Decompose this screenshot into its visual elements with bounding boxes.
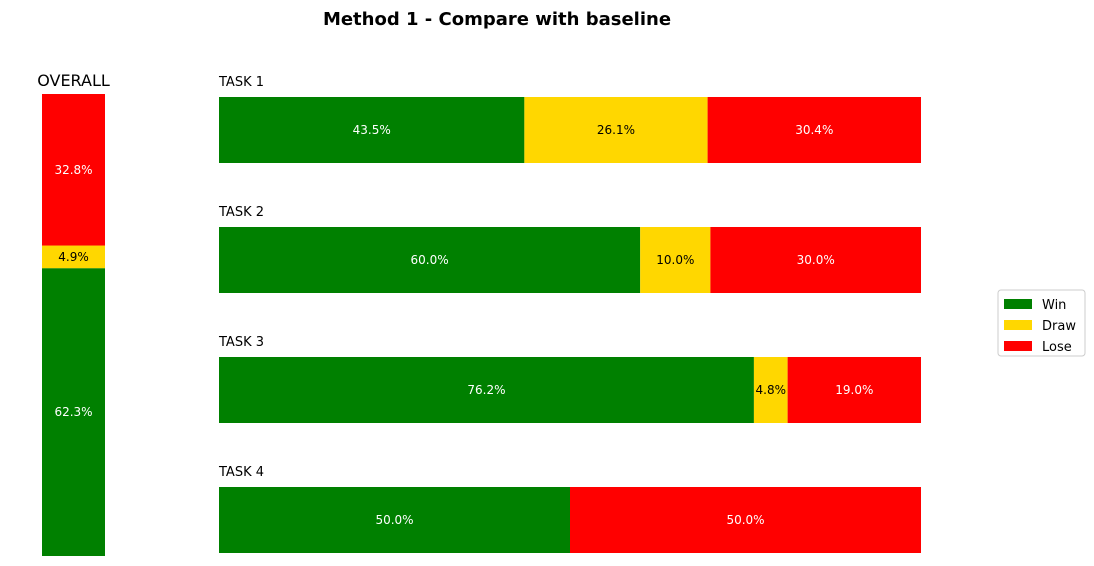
task-2-label-lose: 30.0% bbox=[797, 253, 835, 267]
legend-label-win: Win bbox=[1042, 298, 1066, 313]
task-3-bar-win bbox=[219, 357, 754, 423]
overall-bar-lose bbox=[42, 94, 105, 246]
overall-title: OVERALL bbox=[37, 71, 110, 90]
task-1-bar-draw bbox=[524, 97, 708, 163]
chart-title: Method 1 - Compare with baseline bbox=[323, 9, 671, 30]
task-2-bar-win bbox=[219, 227, 641, 293]
task-4-label-win: 50.0% bbox=[375, 513, 413, 527]
overall-label-draw: 4.9% bbox=[58, 250, 89, 264]
task-title-2: TASK 2 bbox=[218, 205, 264, 220]
task-3-label-win: 76.2% bbox=[467, 383, 505, 397]
tasks-panel: TASK 1 43.5% 26.1% 30.4% TASK 2 60.0% 10.0% 30.… bbox=[218, 75, 921, 553]
task-3-bar-lose bbox=[787, 357, 921, 423]
task-1-bar-lose bbox=[707, 97, 921, 163]
legend-swatch-lose bbox=[1004, 341, 1032, 351]
task-2-bar-draw bbox=[640, 227, 711, 293]
task-1-label-draw: 26.1% bbox=[597, 123, 635, 137]
overall-bar-win bbox=[42, 268, 105, 556]
overall-bar-draw bbox=[42, 245, 105, 269]
task-3-label-lose: 19.0% bbox=[835, 383, 873, 397]
legend-swatch-win bbox=[1004, 299, 1032, 309]
task-4-bar-win bbox=[219, 487, 570, 553]
task-2-label-win: 60.0% bbox=[411, 253, 449, 267]
task-1-label-lose: 30.4% bbox=[795, 123, 833, 137]
task-1-label-win: 43.5% bbox=[353, 123, 391, 137]
task-3-label-draw: 4.8% bbox=[756, 383, 787, 397]
legend: Win Draw Lose bbox=[997, 289, 1086, 357]
legend-swatch-draw bbox=[1004, 320, 1032, 330]
task-2-bar-lose bbox=[710, 227, 921, 293]
task-3-bar-draw bbox=[753, 357, 788, 423]
legend-label-draw: Draw bbox=[1042, 319, 1076, 334]
legend-label-lose: Lose bbox=[1042, 340, 1072, 355]
overall-panel: OVERALL 62.3% 4.9% 32.8% bbox=[37, 71, 110, 556]
task-title-3: TASK 3 bbox=[218, 335, 264, 350]
task-1-bar-win bbox=[219, 97, 525, 163]
task-title-4: TASK 4 bbox=[218, 465, 264, 480]
task-4-bar-lose bbox=[570, 487, 921, 553]
task-title-1: TASK 1 bbox=[218, 75, 264, 90]
overall-label-win: 62.3% bbox=[54, 405, 92, 419]
task-2-label-draw: 10.0% bbox=[656, 253, 694, 267]
task-4-label-lose: 50.0% bbox=[726, 513, 764, 527]
overall-label-lose: 32.8% bbox=[54, 163, 92, 177]
